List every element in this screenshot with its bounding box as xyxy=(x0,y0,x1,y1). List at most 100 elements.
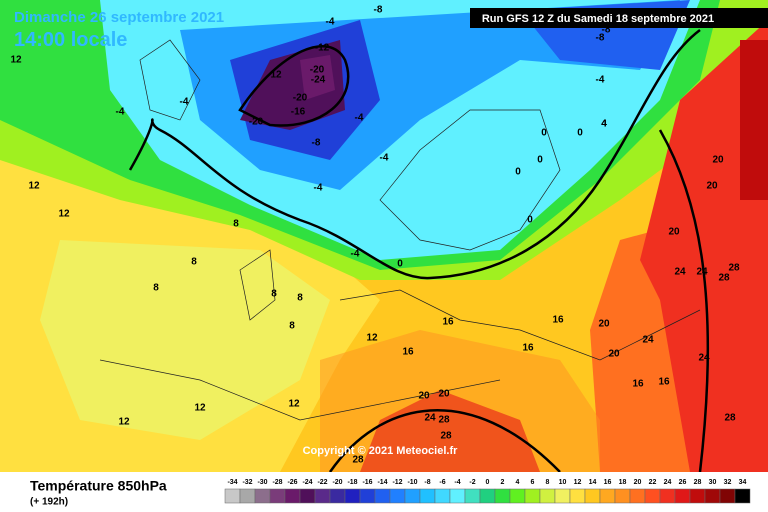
contour-label: 24 xyxy=(642,335,654,346)
scale-label: 32 xyxy=(724,479,732,486)
contour-label: 8 xyxy=(153,283,159,294)
contour-label: 20 xyxy=(598,319,610,330)
contour-label: 12 xyxy=(194,403,206,414)
contour-label: 4 xyxy=(601,119,607,130)
contour-label: 0 xyxy=(527,215,533,226)
scale-label: -6 xyxy=(439,479,445,486)
scale-label: 14 xyxy=(589,479,597,486)
scale-swatch xyxy=(299,488,316,504)
scale-swatch xyxy=(239,488,256,504)
contour-label: 12 xyxy=(58,209,70,220)
scale-label: 12 xyxy=(574,479,582,486)
scale-swatch xyxy=(569,488,586,504)
scale-label: -14 xyxy=(377,479,387,486)
scale-swatch xyxy=(344,488,361,504)
footer-title: Température 850hPa xyxy=(30,478,167,494)
scale-label: -12 xyxy=(392,479,402,486)
contour-label: 24 xyxy=(674,267,686,278)
contour-label: -8 xyxy=(602,25,611,36)
contour-label: 0 xyxy=(577,128,583,139)
contour-label: 8 xyxy=(289,321,295,332)
scale-swatch xyxy=(524,488,541,504)
contour-label: 28 xyxy=(718,273,730,284)
contour-label: 20 xyxy=(418,391,430,402)
run-info: Run GFS 12 Z du Samedi 18 septembre 2021 xyxy=(482,13,714,25)
scale-swatch xyxy=(374,488,391,504)
scale-label: 4 xyxy=(516,479,520,486)
scale-label: -34 xyxy=(227,479,237,486)
contour-label: 0 xyxy=(541,128,547,139)
scale-swatch xyxy=(329,488,346,504)
contour-label: -20 xyxy=(310,65,325,76)
footer-lead: (+ 192h) xyxy=(30,497,68,508)
contour-label: 20 xyxy=(438,389,450,400)
contour-label: 28 xyxy=(724,413,736,424)
scale-swatch xyxy=(314,488,331,504)
copyright: Copyright © 2021 Meteociel.fr xyxy=(303,445,459,457)
contour-label: -24 xyxy=(311,75,326,86)
run-box xyxy=(470,8,768,28)
scale-label: -18 xyxy=(347,479,357,486)
contour-label: -4 xyxy=(596,75,605,86)
scale-label: 22 xyxy=(649,479,657,486)
contour-label: 0 xyxy=(537,155,543,166)
contour-label: 12 xyxy=(288,399,300,410)
scale-label: 34 xyxy=(739,479,747,486)
contour-label: 16 xyxy=(552,315,564,326)
contour-label: 28 xyxy=(438,415,450,426)
scale-swatch xyxy=(629,488,646,504)
contour-label: 16 xyxy=(522,343,534,354)
contour-label: -8 xyxy=(312,138,321,149)
contour-label: 8 xyxy=(233,219,239,230)
scale-label: -24 xyxy=(302,479,312,486)
scale-label: -10 xyxy=(407,479,417,486)
date: Dimanche 26 septembre 2021 xyxy=(14,9,224,26)
contour-label: -4 xyxy=(355,113,364,124)
scale-swatch xyxy=(284,488,301,504)
scale-swatch xyxy=(359,488,376,504)
scale-label: -2 xyxy=(469,479,475,486)
scale-label: 10 xyxy=(559,479,567,486)
scale-label: -16 xyxy=(362,479,372,486)
contour-label: 24 xyxy=(698,353,710,364)
contour-label: 8 xyxy=(271,289,277,300)
contour-label: -4 xyxy=(326,17,335,28)
contour-label: -20 xyxy=(293,93,308,104)
contour-label: 20 xyxy=(608,349,620,360)
scale-swatch xyxy=(419,488,436,504)
scale-swatch xyxy=(584,488,601,504)
contour-label: 12 xyxy=(366,333,378,344)
scale-swatch xyxy=(254,488,271,504)
scale-label: 30 xyxy=(709,479,717,486)
contour-label: 12 xyxy=(118,417,130,428)
contour-label: 20 xyxy=(668,227,680,238)
scale-swatch xyxy=(434,488,451,504)
scale-label: 8 xyxy=(546,479,550,486)
contour-label: 16 xyxy=(632,379,644,390)
scale-swatch xyxy=(389,488,406,504)
scale-swatch xyxy=(704,488,721,504)
scale-swatch xyxy=(509,488,526,504)
scale-swatch xyxy=(674,488,691,504)
contour-label: -12 xyxy=(315,43,330,54)
scale-label: -4 xyxy=(454,479,460,486)
scale-swatch xyxy=(479,488,496,504)
scale-label: 2 xyxy=(501,479,505,486)
contour-label: 16 xyxy=(442,317,454,328)
contour-label: 24 xyxy=(696,267,708,278)
scale-label: -20 xyxy=(332,479,342,486)
scale-label: 24 xyxy=(664,479,672,486)
scale-swatch xyxy=(554,488,571,504)
contour-label: -20 xyxy=(249,117,264,128)
map xyxy=(0,0,768,473)
scale-swatch xyxy=(539,488,556,504)
scale-swatch xyxy=(224,488,241,504)
contour-label: -8 xyxy=(596,33,605,44)
contour-label: 28 xyxy=(440,431,452,442)
scale-label: 18 xyxy=(619,479,627,486)
scale-swatch xyxy=(614,488,631,504)
contour-label: -4 xyxy=(314,183,323,194)
contour-label: 0 xyxy=(397,259,403,270)
contour-label: -4 xyxy=(180,97,189,108)
